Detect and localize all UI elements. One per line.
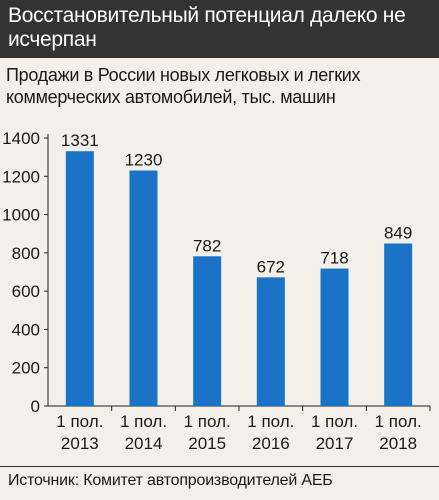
chart-title: Восстановительный потенциал далеко не ис… (8, 4, 406, 51)
x-tick-label: 1 пол. (56, 412, 103, 431)
chart-title-bar: Восстановительный потенциал далеко не ис… (0, 0, 439, 58)
bar-4 (256, 277, 285, 406)
y-tick-label: 1400 (2, 129, 40, 148)
y-tick-label: 200 (12, 359, 40, 378)
y-tick-label: 600 (12, 282, 40, 301)
source-note: Источник: Комитет автопроизводителей АЕБ (8, 472, 333, 489)
x-tick-label: 1 пол. (247, 412, 294, 431)
x-tick-label: 1 пол. (184, 412, 231, 431)
y-tick-label: 0 (31, 397, 40, 416)
bar-5 (320, 268, 349, 406)
y-tick-label: 1000 (2, 206, 40, 225)
bar-2 (129, 170, 158, 406)
bar-6 (384, 243, 413, 406)
data-label: 782 (193, 236, 221, 255)
bar-1 (65, 151, 94, 406)
data-label: 1230 (125, 151, 163, 170)
data-label: 1331 (61, 131, 99, 150)
x-tick-label: 1 пол. (375, 412, 422, 431)
x-tick-label: 2015 (188, 434, 226, 453)
x-tick-label: 2017 (316, 434, 354, 453)
bar-3 (193, 256, 222, 406)
x-tick-label: 2014 (125, 434, 163, 453)
x-tick-label: 2013 (61, 434, 99, 453)
chart-subtitle: Продажи в России новых легковых и легких… (6, 65, 361, 107)
data-label: 672 (257, 257, 285, 276)
y-tick-label: 1200 (2, 167, 40, 186)
data-label: 849 (384, 223, 412, 242)
y-tick-label: 800 (12, 244, 40, 263)
x-tick-label: 2016 (252, 434, 290, 453)
x-tick-label: 1 пол. (120, 412, 167, 431)
y-tick-label: 400 (12, 320, 40, 339)
x-tick-label: 2018 (379, 434, 417, 453)
x-tick-label: 1 пол. (311, 412, 358, 431)
bar-chart: 0 200 400 600 800 1000 1200 1400 1331 1 пол. 2013 1… (2, 129, 431, 453)
data-label: 718 (320, 249, 348, 268)
footer-divider (0, 466, 439, 467)
